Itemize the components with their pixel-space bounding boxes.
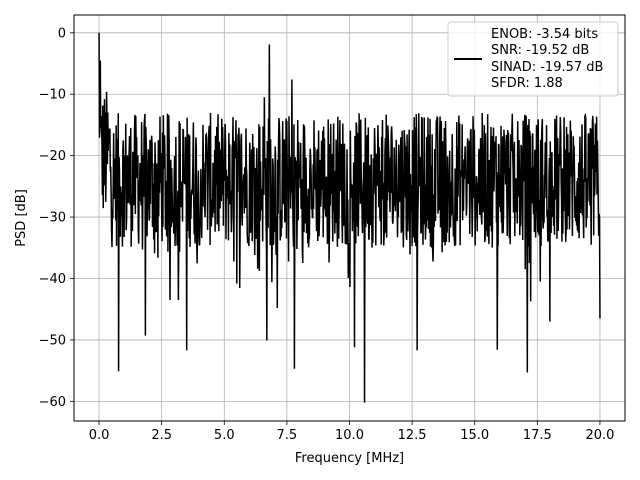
x-tick-label: 20.0 xyxy=(585,428,614,443)
x-tick-label: 5.0 xyxy=(214,428,235,443)
y-axis-ticks: 0 −10 −20 −30 −40 −50 −60 xyxy=(39,26,74,410)
legend: ENOB: -3.54 bits SNR: -19.52 dB SINAD: -… xyxy=(447,21,619,97)
y-tick-label: 0 xyxy=(58,26,66,41)
legend-label-sinad: SINAD: -19.57 dB xyxy=(491,60,603,75)
x-axis-label: Frequency [MHz] xyxy=(295,451,404,466)
y-tick-label: −30 xyxy=(39,211,66,226)
y-tick-label: −60 xyxy=(39,395,66,410)
x-tick-label: 2.5 xyxy=(151,428,172,443)
legend-label-sfdr: SFDR: 1.88 xyxy=(491,76,563,91)
psd-series xyxy=(98,32,601,403)
x-tick-label: 0.0 xyxy=(89,428,110,443)
x-axis-ticks: 0.0 2.5 5.0 7.5 10.0 12.5 15.0 17.5 20.0 xyxy=(89,421,614,443)
x-tick-label: 7.5 xyxy=(277,428,298,443)
y-tick-label: −20 xyxy=(39,149,66,164)
psd-line xyxy=(98,32,601,403)
legend-label-enob: ENOB: -3.54 bits xyxy=(491,27,598,42)
y-tick-label: −50 xyxy=(39,333,66,348)
legend-box xyxy=(447,21,619,97)
y-tick-label: −40 xyxy=(39,272,66,287)
x-tick-label: 12.5 xyxy=(398,428,427,443)
legend-label-snr: SNR: -19.52 dB xyxy=(491,43,589,58)
y-tick-label: −10 xyxy=(39,88,66,103)
y-axis-label: PSD [dB] xyxy=(14,189,29,247)
x-tick-label: 15.0 xyxy=(460,428,489,443)
x-tick-label: 17.5 xyxy=(523,428,552,443)
x-tick-label: 10.0 xyxy=(335,428,364,443)
